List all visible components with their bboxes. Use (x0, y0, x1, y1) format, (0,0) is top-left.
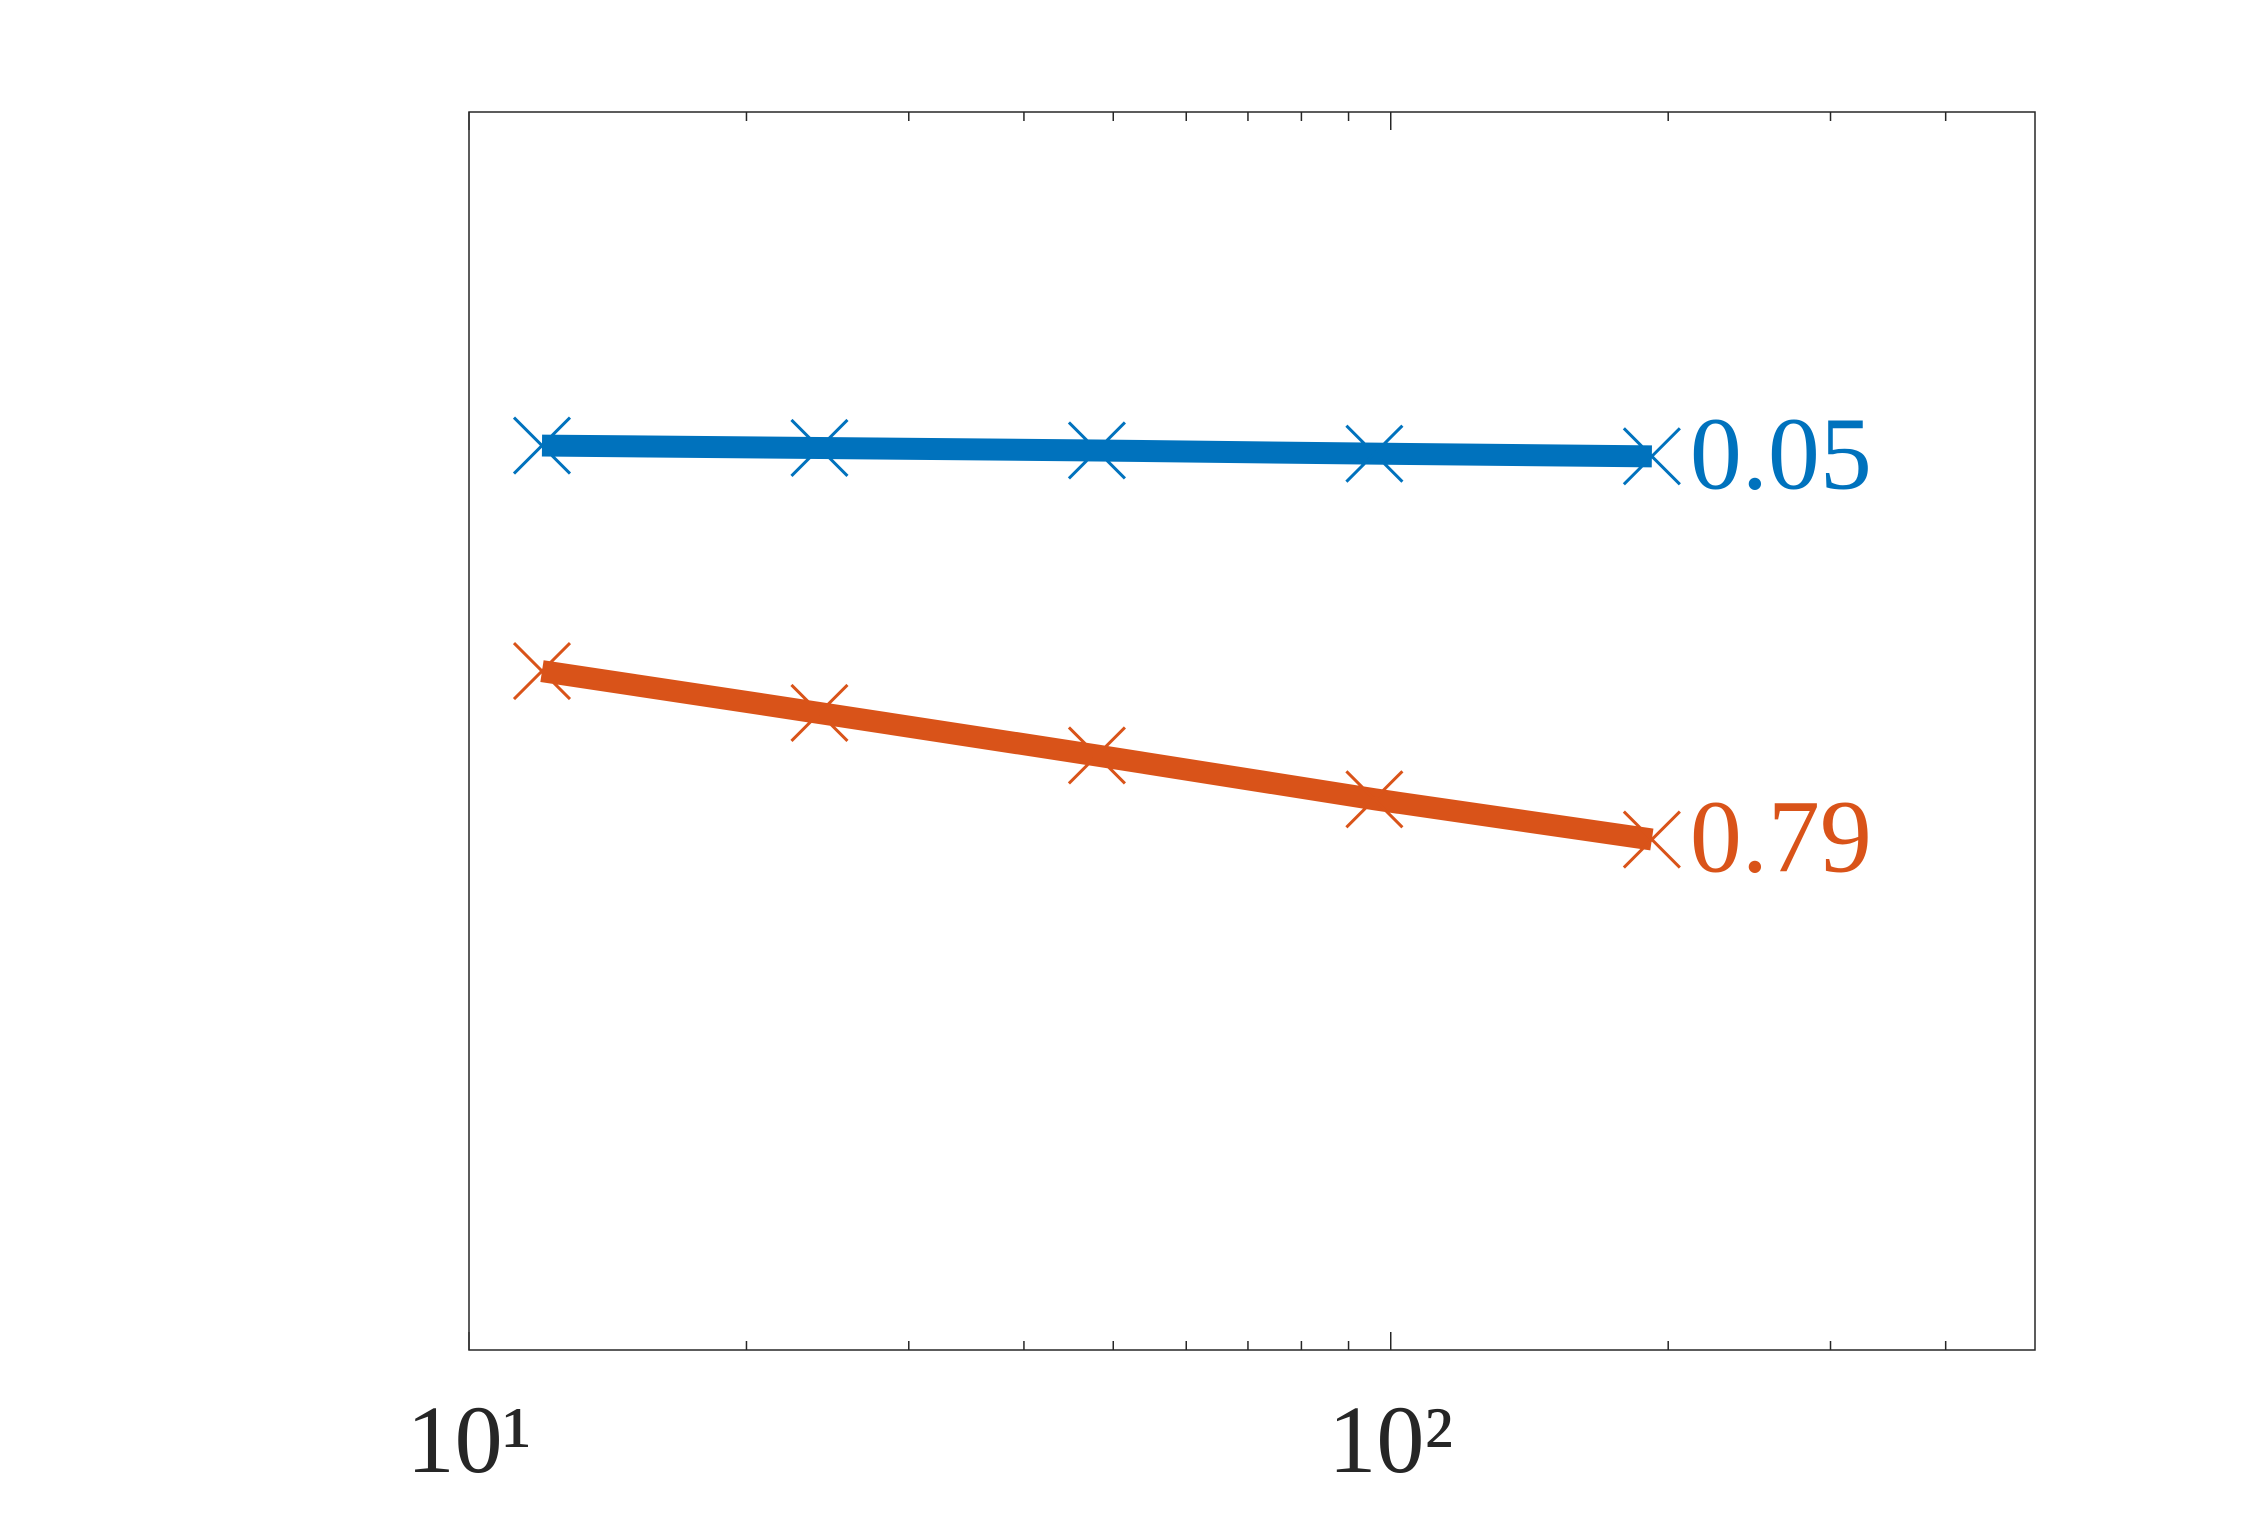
series-label: 0.05 (1690, 396, 1872, 511)
marker (790, 683, 849, 743)
plot-area (468, 111, 2036, 1351)
series-label: 0.79 (1690, 780, 1872, 895)
marker (790, 418, 849, 478)
marker (1067, 726, 1126, 785)
marker (1345, 770, 1404, 829)
marker (512, 642, 572, 701)
x-tick-label: 10² (1328, 1386, 1453, 1493)
marker (1622, 810, 1681, 869)
marker (1345, 424, 1404, 483)
marker (512, 416, 572, 475)
marker (1067, 421, 1126, 480)
marker (1622, 427, 1681, 486)
x-tick-label: 10¹ (407, 1386, 532, 1493)
